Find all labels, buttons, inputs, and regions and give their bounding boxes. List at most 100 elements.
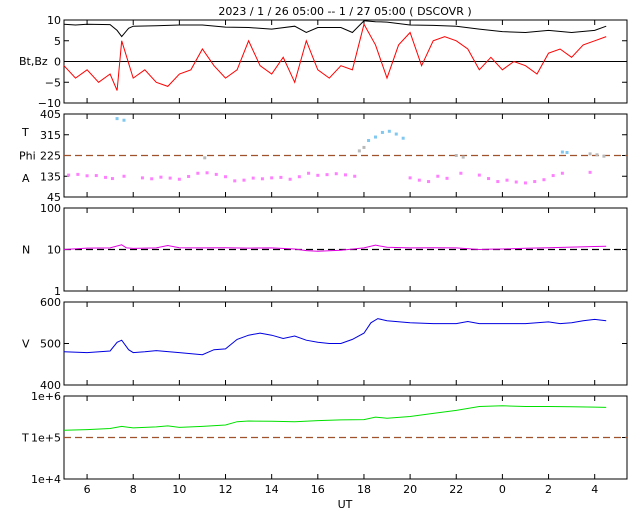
data-point-toward — [542, 178, 546, 182]
y-tick-label: 405 — [40, 108, 61, 121]
x-tick-label: 14 — [265, 483, 279, 496]
y-axis-label: A — [22, 172, 30, 185]
y-tick-label: 500 — [40, 338, 61, 351]
data-point-toward — [140, 176, 144, 180]
data-point-other — [362, 145, 366, 149]
data-point-away — [394, 132, 398, 136]
data-point-toward — [316, 173, 320, 177]
data-point-toward — [288, 177, 292, 181]
series-line-N — [63, 244, 607, 252]
data-point-toward — [76, 172, 80, 176]
data-point-toward — [168, 176, 172, 180]
y-tick-label: −10 — [38, 97, 61, 110]
data-point-toward — [523, 181, 527, 185]
y-tick-label: 1e+6 — [31, 390, 61, 403]
y-tick-label: −5 — [45, 76, 61, 89]
y-axis-label: T — [21, 432, 29, 445]
y-axis-label: Bt,Bz — [19, 55, 48, 68]
data-point-toward — [533, 180, 537, 184]
y-tick-label: 1e+5 — [31, 432, 61, 445]
data-point-toward — [242, 178, 246, 182]
data-point-away — [401, 136, 405, 140]
panel-temperature: 1e+6 1e+5 1e+4 T — [21, 390, 628, 486]
data-point-toward — [560, 171, 564, 175]
data-point-other — [461, 155, 465, 159]
data-point-toward — [67, 173, 71, 177]
data-point-toward — [177, 177, 181, 181]
data-point-away — [115, 117, 119, 121]
x-tick-label: 8 — [130, 483, 137, 496]
data-point-toward — [417, 178, 421, 182]
data-point-toward — [353, 174, 357, 178]
data-point-toward — [104, 175, 108, 179]
data-point-toward — [436, 174, 440, 178]
y-tick-label: 1e+4 — [31, 473, 61, 486]
panel-speed: 600 500 400 V — [22, 296, 628, 392]
data-point-toward — [187, 174, 191, 178]
data-point-other — [595, 153, 599, 157]
x-tick-label: 12 — [219, 483, 233, 496]
data-point-toward — [214, 172, 218, 176]
panel-frame — [63, 301, 628, 386]
data-point-toward — [307, 171, 311, 175]
y-tick-label: 400 — [40, 379, 61, 392]
data-point-other — [588, 152, 592, 156]
y-tick-label: 225 — [40, 150, 61, 163]
data-point-toward — [205, 171, 209, 175]
y-tick-label: 0 — [54, 56, 61, 69]
y-axis-label: V — [22, 338, 30, 351]
y-tick-label: 600 — [40, 296, 61, 309]
x-tick-label: 10 — [172, 483, 186, 496]
x-tick-label: 20 — [403, 483, 417, 496]
data-point-toward — [85, 174, 89, 178]
series-line-Bt — [63, 20, 607, 38]
panel-magnetic: 10 5 0 −5 −10 Bt,Bz — [19, 14, 628, 110]
data-point-other — [357, 149, 361, 153]
data-point-away — [367, 139, 371, 143]
data-point-toward — [150, 177, 154, 181]
data-point-toward — [94, 174, 98, 178]
data-point-toward — [297, 175, 301, 179]
data-point-toward — [427, 180, 431, 184]
data-point-away — [373, 135, 377, 139]
data-point-toward — [122, 174, 126, 178]
data-point-toward — [445, 176, 449, 180]
x-tick-label: 16 — [311, 483, 325, 496]
data-point-toward — [551, 174, 555, 178]
data-point-toward — [588, 170, 592, 174]
chart-title: 2023 / 1 / 26 05:00 -- 1 / 27 05:00 ( DS… — [218, 5, 471, 18]
data-point-toward — [270, 176, 274, 180]
x-tick-label: 0 — [499, 483, 506, 496]
data-point-away — [122, 118, 126, 122]
data-point-toward — [459, 171, 463, 175]
y-tick-label: 10 — [47, 14, 61, 27]
data-point-toward — [196, 171, 200, 175]
series-line-Bz — [63, 22, 607, 91]
data-point-toward — [325, 173, 329, 177]
data-point-toward — [159, 175, 163, 179]
data-point-toward — [487, 177, 491, 181]
data-point-toward — [514, 180, 518, 184]
data-point-toward — [233, 179, 237, 183]
series-line-V — [63, 318, 607, 356]
x-tick-label: 4 — [591, 483, 598, 496]
data-point-away — [565, 151, 569, 155]
data-point-toward — [496, 180, 500, 184]
data-point-toward — [408, 176, 412, 180]
panel-density: 100 10 1 N — [22, 202, 628, 298]
data-point-away — [560, 150, 564, 154]
y-tick-label: 10 — [47, 244, 61, 257]
y-tick-label: 1 — [54, 285, 61, 298]
y-axis-label: N — [22, 244, 30, 257]
data-point-other — [203, 156, 207, 160]
data-point-toward — [110, 177, 114, 181]
y-tick-label: 135 — [40, 170, 61, 183]
data-point-toward — [224, 175, 228, 179]
data-point-other — [454, 154, 458, 157]
data-point-toward — [477, 173, 481, 177]
y-axis-label: Phi — [19, 150, 36, 163]
panel-phi: 405 315 225 135 45 T Phi A — [19, 108, 628, 204]
data-point-toward — [251, 176, 255, 180]
y-tick-label: 45 — [47, 191, 61, 204]
